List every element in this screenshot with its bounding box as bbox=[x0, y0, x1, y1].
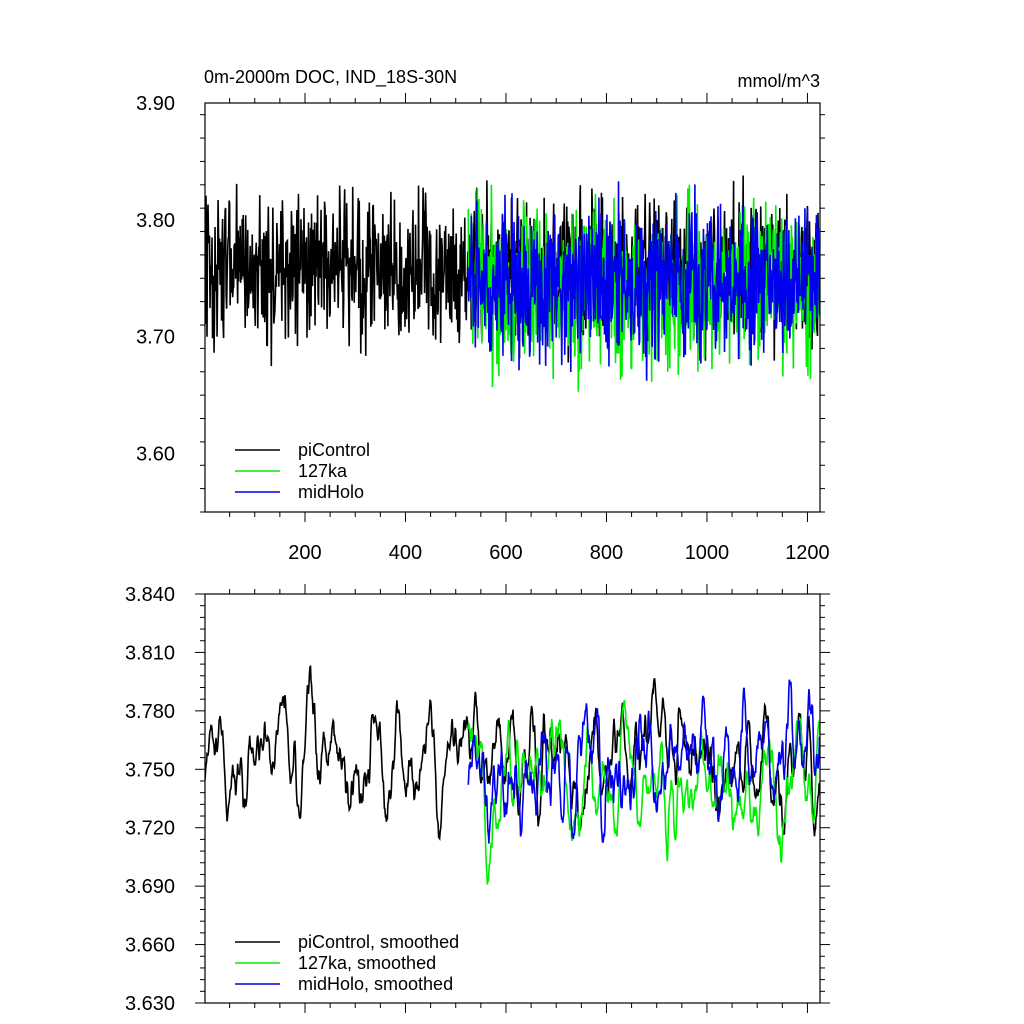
y-tick-label: 3.660 bbox=[125, 935, 175, 957]
series-group bbox=[205, 665, 820, 885]
y-tick-label: 3.780 bbox=[125, 701, 175, 723]
y-tick-label: 3.720 bbox=[125, 818, 175, 840]
chart-title: 0m-2000m DOC, IND_18S-30N bbox=[204, 67, 457, 88]
legend-label: midHolo, smoothed bbox=[298, 974, 453, 994]
legend-label: midHolo bbox=[298, 482, 364, 502]
x-tick-label: 200 bbox=[288, 542, 321, 564]
bottom-panel: 3.630 3.660 3.690 3.720 3.750 3.780 3.810 3.840… bbox=[125, 584, 830, 1015]
series-line-picontrol bbox=[205, 665, 820, 842]
y-tick-label: 3.840 bbox=[125, 584, 175, 606]
legend-label: 127ka, smoothed bbox=[298, 953, 436, 973]
x-tick-label: 600 bbox=[489, 542, 522, 564]
x-tick-label: 1200 bbox=[785, 542, 830, 564]
y-tick-label: 3.690 bbox=[125, 876, 175, 898]
x-tick-label: 1000 bbox=[685, 542, 730, 564]
plot-frame bbox=[204, 102, 821, 513]
plot-frame bbox=[204, 593, 821, 1004]
units-label: mmol/m^3 bbox=[738, 71, 820, 91]
x-tick-label: 400 bbox=[389, 542, 422, 564]
legend-label: piControl bbox=[298, 440, 370, 460]
series-line-midholo bbox=[467, 679, 820, 844]
y-tick-label: 3.70 bbox=[136, 327, 175, 349]
x-tick-label: 800 bbox=[590, 542, 623, 564]
y-tick-label: 3.60 bbox=[136, 444, 175, 466]
top-panel: 200 400 600 800 1000 1200 3.60 3.70 3.80 3.90 piCo… bbox=[136, 93, 830, 564]
y-tick-label: 3.90 bbox=[136, 93, 175, 115]
y-tick-label: 3.80 bbox=[136, 210, 175, 232]
series-line-midholo bbox=[467, 181, 820, 381]
y-tick-label: 3.630 bbox=[125, 993, 175, 1015]
y-tick-label: 3.810 bbox=[125, 642, 175, 664]
legend-label: piControl, smoothed bbox=[298, 932, 459, 952]
y-tick-label: 3.750 bbox=[125, 759, 175, 781]
legend-label: 127ka bbox=[298, 461, 348, 481]
series-group bbox=[205, 175, 820, 392]
